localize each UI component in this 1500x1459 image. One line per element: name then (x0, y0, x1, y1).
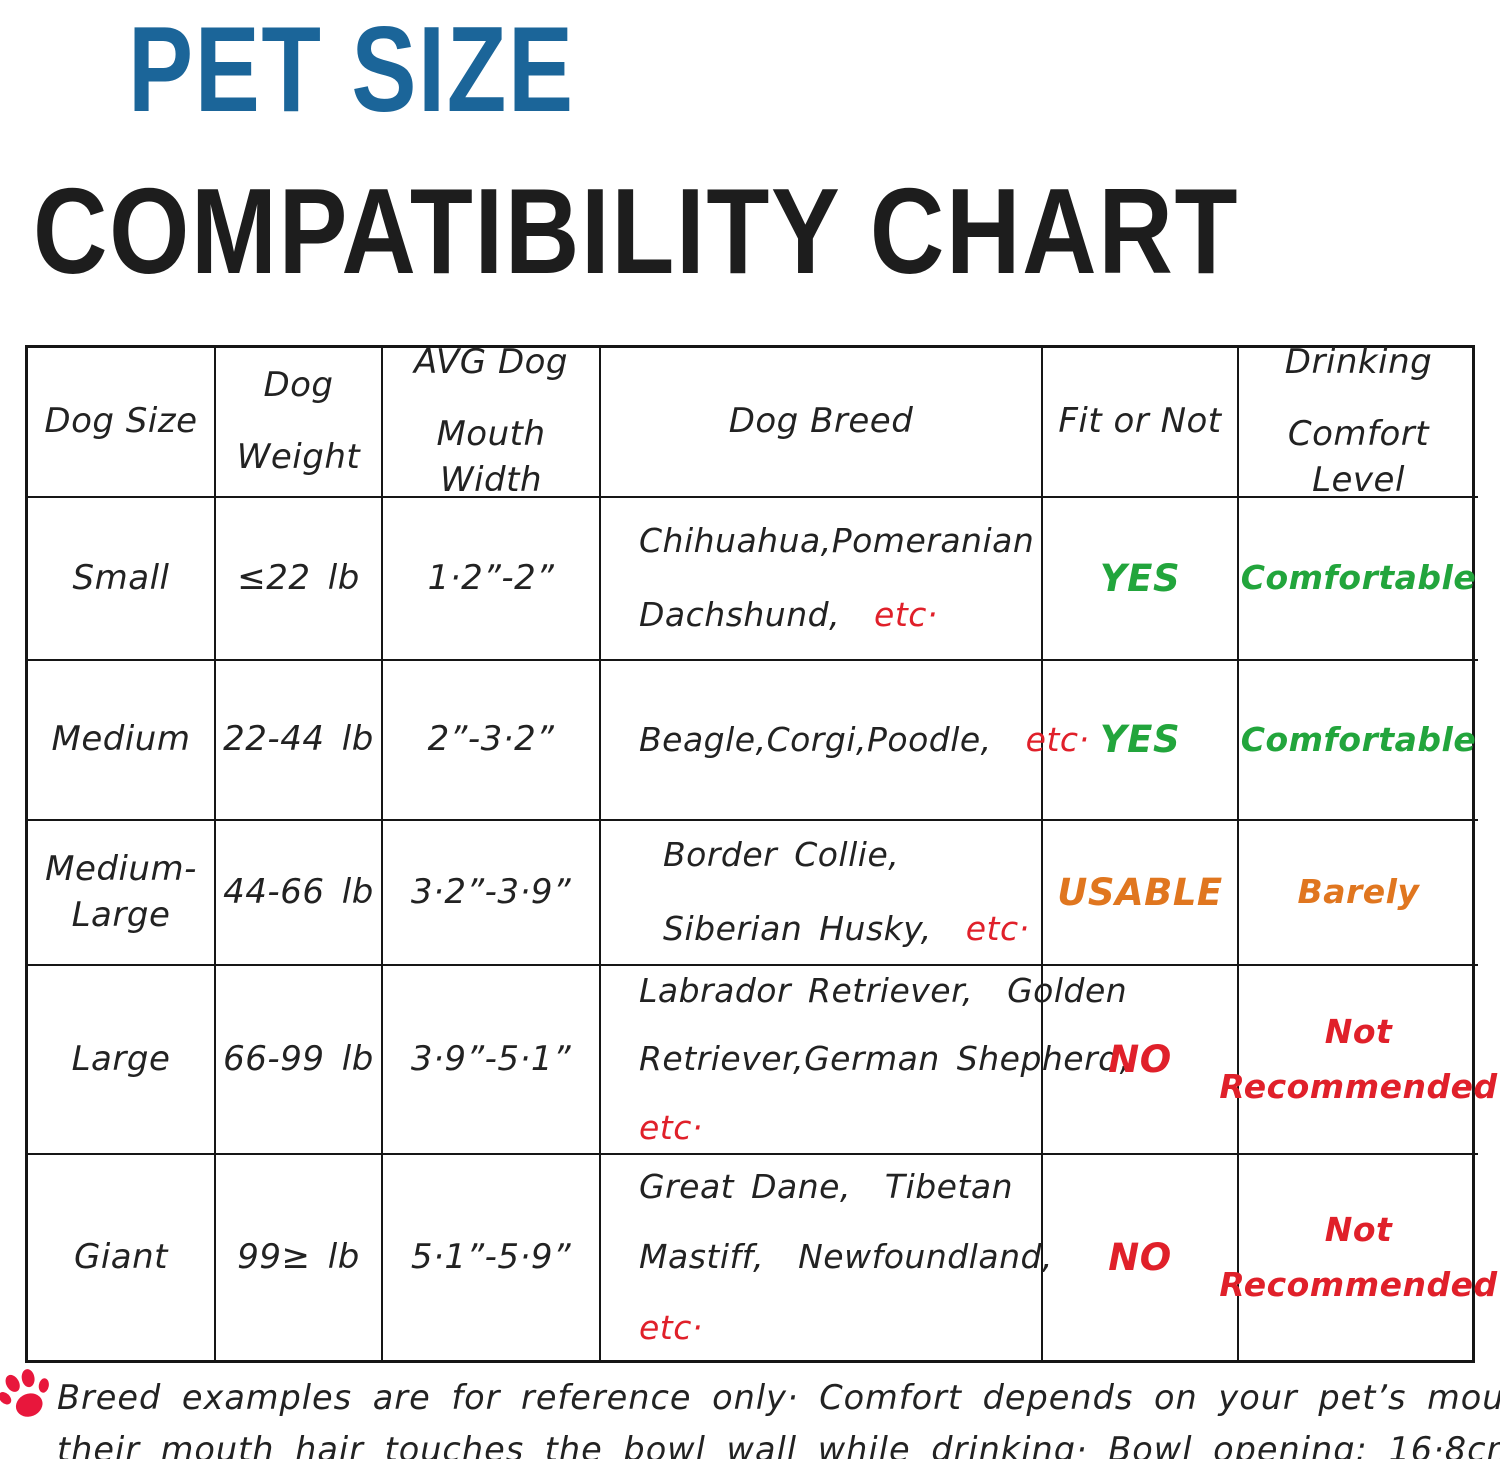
cell-breed-medium-large: Border Collie, Siberian Husky, etc· (601, 821, 1043, 966)
cell-comfort-small: Comfortable (1239, 498, 1478, 661)
header-mouth-width: AVG Dog Mouth Width (383, 342, 601, 500)
compatibility-table: Dog Size Dog Weight AVG Dog Mouth Width … (25, 342, 1498, 1363)
cell-mouth-large: 3·9”-5·1” (383, 966, 601, 1155)
cell-weight-medium: 22-44 lb (216, 661, 383, 821)
cell-size-medium: Medium (28, 661, 216, 821)
cell-comfort-giant: Not Recommended (1219, 1210, 1498, 1304)
cell-weight-medium-large: 44-66 lb (216, 821, 383, 966)
cell-size-giant: Giant (28, 1155, 216, 1360)
cell-weight-giant: 99≥ lb (216, 1155, 383, 1360)
page-title-pet-size: PET SIZE (128, 1, 575, 137)
cell-breed-large: Labrador Retriever, Golden Retriever,Ger… (601, 966, 1130, 1155)
header-dog-weight: Dog Weight (216, 348, 383, 498)
cell-breed-giant: Great Dane, Tibetan Mastiff, Newfoundlan… (601, 1155, 1052, 1360)
cell-breed-medium: Beagle,Corgi,Poodle, etc· (601, 661, 1089, 821)
cell-mouth-medium-large: 3·2”-3·9” (383, 821, 601, 966)
cell-size-medium-large: Medium-Large (28, 821, 216, 966)
header-comfort-level: Drinking Comfort Level (1239, 342, 1478, 500)
header-dog-size: Dog Size (28, 348, 216, 498)
cell-weight-large: 66-99 lb (216, 966, 383, 1155)
header-dog-breed: Dog Breed (601, 348, 1043, 498)
page-title-compatibility-chart: COMPATIBILITY CHART (33, 163, 1240, 299)
cell-breed-small: Chihuahua,Pomeranian Dachshund, etc· (601, 498, 1043, 661)
paw-icon (0, 1369, 49, 1417)
footnote-line-2: their mouth hair touches the bowl wall w… (57, 1430, 1500, 1459)
footnote-line-1: Breed examples are for reference only· C… (57, 1378, 1500, 1417)
cell-mouth-small: 1·2”-2” (383, 498, 601, 661)
cell-comfort-medium: Comfortable (1239, 661, 1478, 821)
cell-size-large: Large (28, 966, 216, 1155)
cell-comfort-large: Not Recommended (1219, 966, 1497, 1155)
cell-comfort-medium-large: Barely (1239, 821, 1478, 966)
cell-mouth-medium: 2”-3·2” (383, 661, 601, 821)
cell-size-small: Small (28, 498, 216, 661)
cell-weight-small: ≤22 lb (216, 498, 383, 661)
cell-fit-giant: NO (1043, 1155, 1239, 1360)
cell-fit-medium: YES (1043, 661, 1239, 821)
cell-fit-small: YES (1043, 498, 1239, 661)
cell-fit-large: NO (1043, 966, 1239, 1155)
header-fit-or-not: Fit or Not (1043, 348, 1239, 498)
cell-fit-medium-large: USABLE (1043, 821, 1239, 966)
footnote: Breed examples are for reference only· C… (57, 1372, 1500, 1459)
cell-mouth-giant: 5·1”-5·9” (383, 1155, 601, 1360)
